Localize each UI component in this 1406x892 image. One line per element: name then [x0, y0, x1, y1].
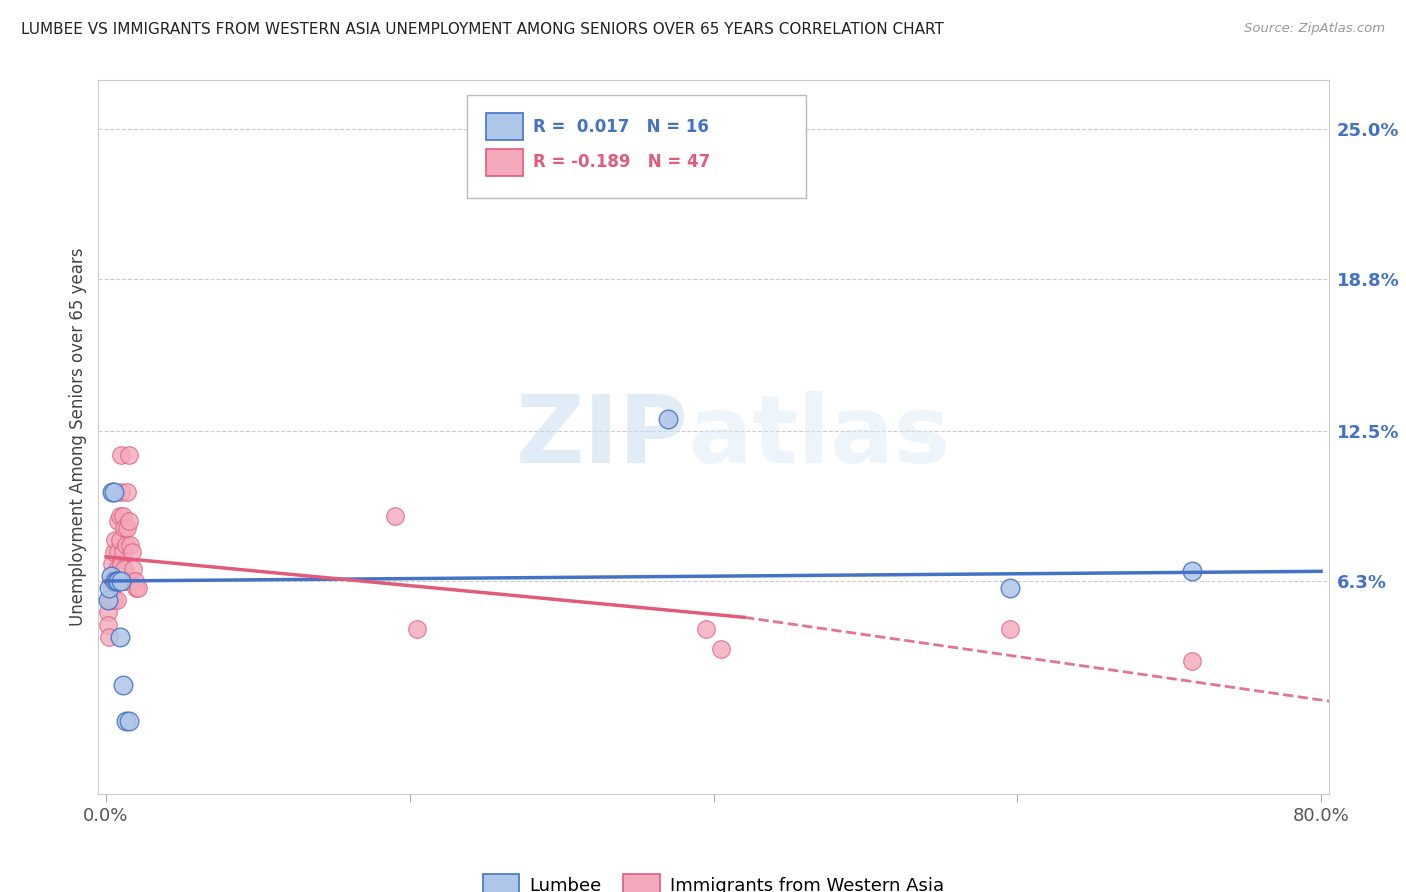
Point [1181, 654, 1204, 668]
Y-axis label: Unemployment Among Seniors over 65 years: Unemployment Among Seniors over 65 years [69, 248, 87, 626]
Point [695, 623, 717, 637]
Point [96, 617, 118, 632]
Point [710, 641, 733, 656]
Point [1181, 565, 1204, 579]
Point [117, 484, 139, 499]
Point [96, 593, 118, 607]
Text: R = -0.189   N = 47: R = -0.189 N = 47 [533, 153, 710, 171]
Point [110, 484, 132, 499]
Point [406, 623, 429, 637]
Point [120, 538, 142, 552]
Text: ZIP: ZIP [516, 391, 689, 483]
Bar [486, 149, 523, 176]
Point [105, 593, 128, 607]
Point [98, 630, 121, 644]
Point [100, 574, 122, 588]
Point [104, 574, 127, 588]
Point [104, 574, 127, 588]
Point [121, 545, 143, 559]
Text: LUMBEE VS IMMIGRANTS FROM WESTERN ASIA UNEMPLOYMENT AMONG SENIORS OVER 65 YEARS : LUMBEE VS IMMIGRANTS FROM WESTERN ASIA U… [21, 22, 943, 37]
Point [124, 574, 146, 588]
Point [98, 581, 121, 595]
Point [114, 574, 136, 588]
Point [118, 514, 141, 528]
Point [108, 508, 131, 523]
Point [998, 623, 1021, 637]
Point [118, 714, 141, 729]
Text: atlas: atlas [689, 391, 950, 483]
Point [114, 714, 136, 729]
Point [111, 508, 134, 523]
Point [101, 484, 124, 499]
Point [100, 569, 122, 583]
Point [657, 412, 679, 426]
Point [105, 562, 128, 576]
Point [108, 574, 131, 588]
Point [105, 574, 128, 588]
Point [103, 484, 125, 499]
Point [114, 538, 136, 552]
Point [127, 581, 149, 595]
Point [103, 545, 125, 559]
Point [110, 557, 132, 571]
Point [122, 562, 145, 576]
Point [104, 533, 127, 547]
Point [107, 514, 129, 528]
FancyBboxPatch shape [467, 95, 806, 198]
Point [100, 593, 122, 607]
Point [103, 593, 125, 607]
Point [384, 508, 406, 523]
Point [110, 448, 132, 462]
Text: Source: ZipAtlas.com: Source: ZipAtlas.com [1244, 22, 1385, 36]
Point [108, 630, 131, 644]
Point [111, 545, 134, 559]
Point [101, 557, 124, 571]
Point [96, 606, 118, 620]
Point [120, 574, 142, 588]
Point [112, 562, 135, 576]
Point [107, 574, 129, 588]
Bar [486, 113, 523, 140]
Point [110, 574, 132, 588]
Point [107, 545, 129, 559]
Point [98, 593, 121, 607]
Point [105, 574, 128, 588]
Text: R =  0.017   N = 16: R = 0.017 N = 16 [533, 118, 709, 136]
Point [101, 581, 124, 595]
Point [103, 574, 125, 588]
Point [117, 521, 139, 535]
Point [111, 678, 134, 692]
Point [998, 581, 1021, 595]
Legend: Lumbee, Immigrants from Western Asia: Lumbee, Immigrants from Western Asia [475, 867, 952, 892]
Point [118, 448, 141, 462]
Point [108, 533, 131, 547]
Point [112, 521, 135, 535]
Point [125, 581, 148, 595]
